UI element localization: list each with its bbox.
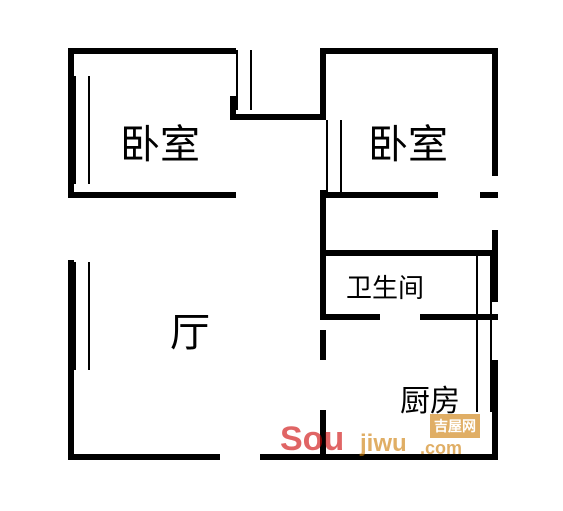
watermark-com: .com xyxy=(420,438,462,459)
wall-left_lower xyxy=(68,260,74,460)
window-w_kitchen_right xyxy=(476,320,492,412)
wall-bath_bottom_r xyxy=(420,314,498,320)
watermark-jiwu: jiwu xyxy=(360,430,407,458)
wall-left_upper xyxy=(68,48,74,198)
window-w_top_mid xyxy=(236,50,252,110)
wall-right_outer_mid xyxy=(492,230,498,302)
label-bedroom-left: 卧室 xyxy=(120,112,200,170)
wall-bath_bottom_l xyxy=(320,314,380,320)
label-bathroom: 卫生间 xyxy=(346,268,424,305)
wall-bottom_left xyxy=(68,454,220,460)
wall-right_outer_lower xyxy=(492,360,498,460)
wall-right_bed_inner_down xyxy=(320,190,326,250)
wall-top_left_top xyxy=(68,48,236,54)
wall-bath_top xyxy=(320,250,498,256)
window-w_bath_right xyxy=(476,256,492,314)
label-living-room: 厅 xyxy=(170,300,210,358)
label-bedroom-right: 卧室 xyxy=(368,112,448,170)
wall-right_bed_left_upper xyxy=(320,48,326,120)
wall-bedroom_divider_top xyxy=(230,96,236,114)
wall-top_right_top xyxy=(320,48,498,54)
wall-right_outer_upper xyxy=(492,48,498,176)
watermark-jiwu-cn: 吉屋网 xyxy=(430,414,480,438)
wall-left_bed_bottom xyxy=(68,192,236,198)
window-w_right_bed_inner xyxy=(326,120,342,192)
window-w_top_left xyxy=(74,76,90,184)
wall-kitchen_left_up xyxy=(320,330,326,360)
wall-right_bed_bottom_l xyxy=(320,192,438,198)
window-w_left_lower xyxy=(74,262,90,370)
wall-bedroom_divider_mid xyxy=(230,114,326,120)
watermark-sou: Sou xyxy=(280,420,344,459)
wall-right_bed_bottom_r xyxy=(480,192,498,198)
wall-bath_left xyxy=(320,250,326,320)
